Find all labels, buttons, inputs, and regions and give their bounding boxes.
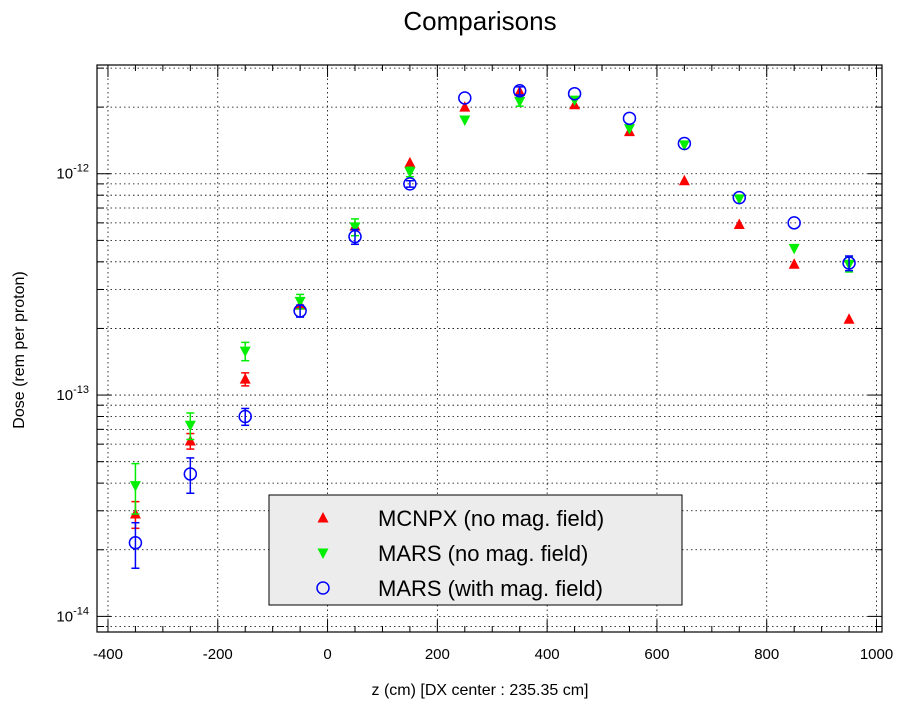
legend-label: MCNPX (no mag. field) bbox=[378, 506, 604, 531]
y-tick-label: 10-14 bbox=[56, 605, 89, 625]
x-tick-label: 800 bbox=[754, 646, 779, 663]
data-point bbox=[129, 481, 141, 492]
data-point bbox=[567, 86, 582, 101]
data-point bbox=[678, 174, 690, 186]
data-point bbox=[788, 258, 800, 269]
data-point bbox=[348, 229, 362, 244]
axes: -400 -200 0 200 400 600 800 1000 10-14 10-13 10-12 bbox=[56, 65, 893, 663]
data-series bbox=[128, 84, 856, 569]
x-tick-label: 400 bbox=[535, 646, 560, 663]
data-point bbox=[403, 177, 417, 191]
data-point bbox=[404, 156, 416, 168]
data-point bbox=[183, 467, 198, 481]
x-tick-label: 1000 bbox=[860, 646, 893, 663]
series-3 bbox=[128, 84, 856, 569]
x-tick-label: -200 bbox=[203, 646, 233, 663]
data-point bbox=[239, 346, 251, 358]
data-point bbox=[843, 313, 855, 324]
data-point bbox=[128, 536, 143, 550]
x-tick-label: 0 bbox=[323, 646, 331, 663]
legend-label: MARS (with mag. field) bbox=[378, 576, 603, 601]
data-point bbox=[677, 136, 692, 151]
x-axis-label: z (cm) [DX center : 235.35 cm] bbox=[372, 682, 589, 699]
y-tick-label: 10-13 bbox=[56, 384, 89, 404]
legend-label: MARS (no mag. field) bbox=[378, 541, 588, 566]
y-axis-label: Dose (rem per proton) bbox=[11, 271, 28, 428]
legend-entry: MARS (with mag. field) bbox=[316, 576, 603, 601]
data-point bbox=[787, 216, 801, 230]
legend-box bbox=[268, 494, 683, 606]
legend-marker bbox=[317, 512, 329, 523]
legend-marker bbox=[316, 581, 330, 595]
data-point bbox=[239, 373, 251, 384]
data-point bbox=[733, 218, 745, 229]
data-point bbox=[842, 256, 856, 270]
data-point bbox=[293, 304, 307, 318]
y-tick-label: 10-12 bbox=[56, 163, 89, 183]
data-point bbox=[459, 101, 471, 112]
legend: MCNPX (no mag. field) MARS (no mag. field… bbox=[268, 494, 683, 606]
data-point bbox=[514, 97, 526, 108]
data-point bbox=[294, 296, 306, 308]
grid-lines bbox=[97, 65, 882, 632]
data-point bbox=[622, 111, 637, 126]
legend-entry: MARS (no mag. field) bbox=[317, 541, 588, 566]
data-point bbox=[458, 91, 472, 105]
data-point bbox=[184, 420, 196, 432]
x-tick-label: 600 bbox=[644, 646, 669, 663]
chart-title: Comparisons bbox=[403, 6, 556, 36]
data-point bbox=[349, 222, 361, 233]
x-tick-label: 200 bbox=[425, 646, 450, 663]
data-point bbox=[732, 190, 747, 205]
x-tick-label: -400 bbox=[93, 646, 123, 663]
data-point bbox=[623, 124, 635, 135]
legend-entry: MCNPX (no mag. field) bbox=[317, 506, 604, 531]
series-2 bbox=[129, 95, 855, 515]
data-point bbox=[459, 115, 471, 126]
data-point bbox=[238, 409, 252, 424]
data-point bbox=[733, 194, 745, 205]
data-point bbox=[404, 167, 416, 178]
data-point bbox=[678, 140, 690, 151]
data-point bbox=[184, 435, 196, 446]
data-point bbox=[512, 84, 527, 98]
legend-marker bbox=[317, 548, 329, 559]
data-point bbox=[788, 243, 800, 255]
